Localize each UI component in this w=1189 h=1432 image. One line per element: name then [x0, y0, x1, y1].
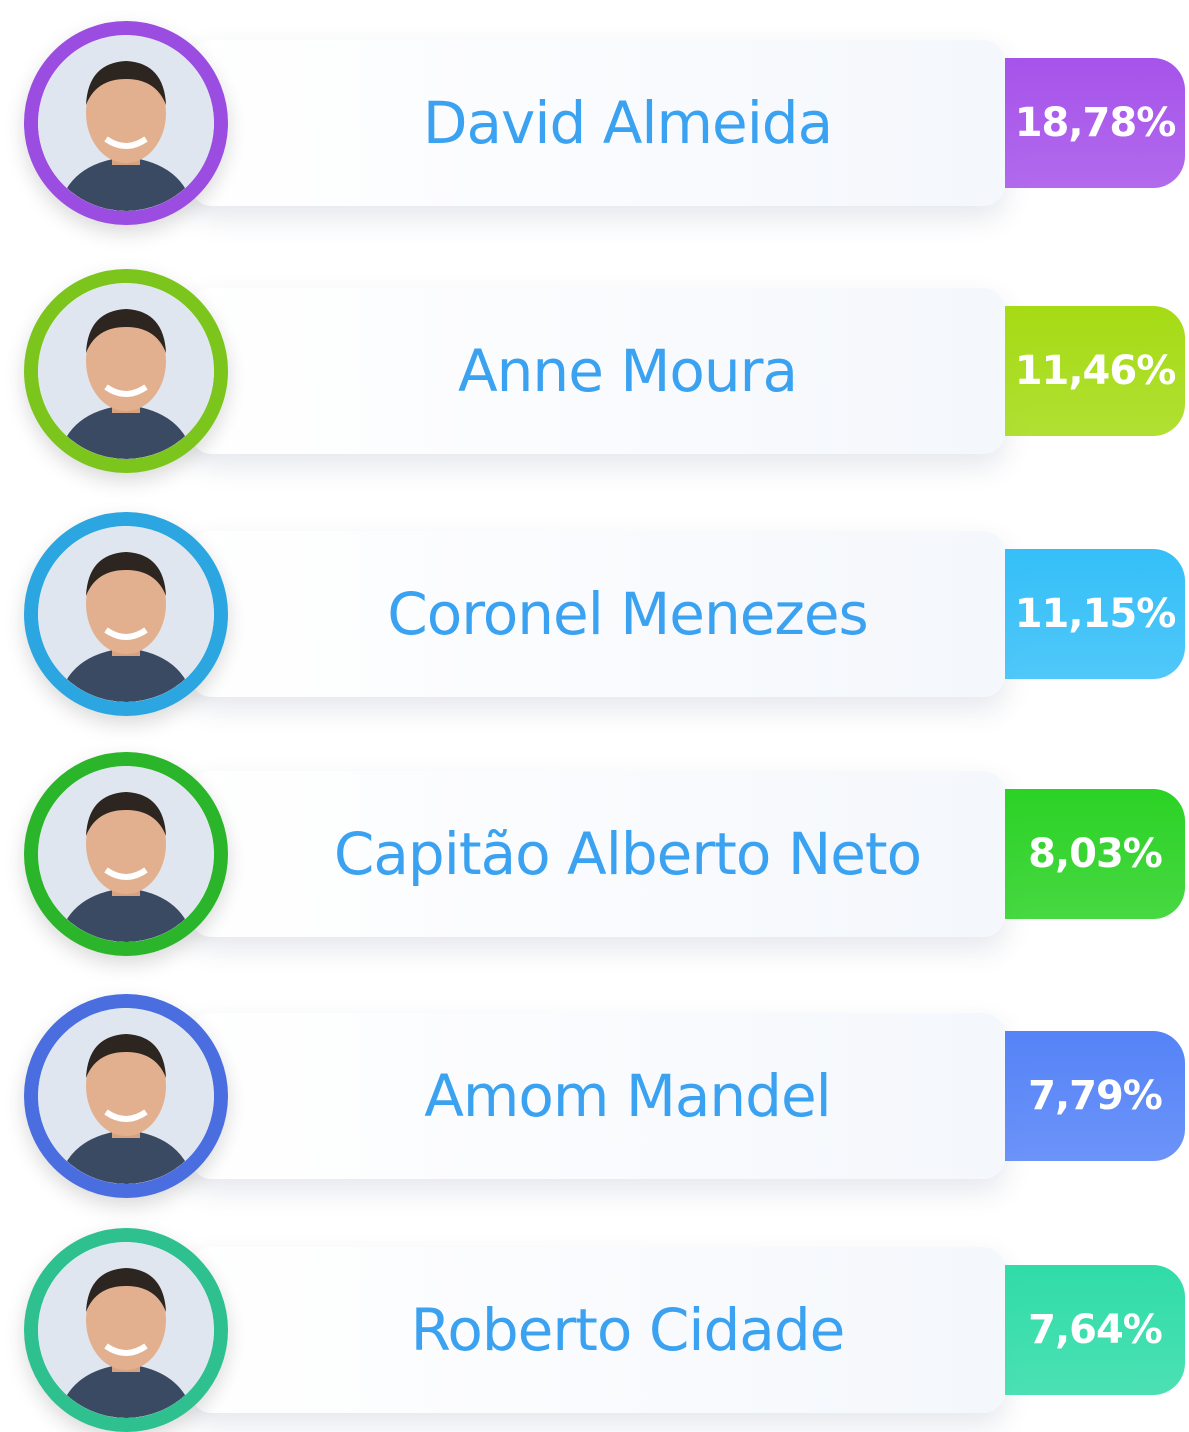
photo-placeholder — [38, 766, 214, 942]
candidate-photo — [24, 994, 228, 1198]
candidate-card: Amom Mandel — [190, 1013, 1005, 1179]
candidate-name: David Almeida — [363, 89, 832, 157]
percent-badge: 11,46% — [1005, 306, 1185, 436]
percent-badge: 18,78% — [1005, 58, 1185, 188]
candidate-photo — [24, 752, 228, 956]
percent-badge: 11,15% — [1005, 549, 1185, 679]
candidate-photo — [24, 269, 228, 473]
percent-badge: 7,64% — [1005, 1265, 1185, 1395]
candidate-card: Coronel Menezes — [190, 531, 1005, 697]
percent-badge: 8,03% — [1005, 789, 1185, 919]
candidate-name: Coronel Menezes — [327, 580, 868, 648]
photo-placeholder — [38, 35, 214, 211]
photo-placeholder — [38, 283, 214, 459]
candidate-name: Capitão Alberto Neto — [274, 820, 921, 888]
candidate-card: David Almeida — [190, 40, 1005, 206]
candidate-card: Anne Moura — [190, 288, 1005, 454]
candidate-name: Anne Moura — [398, 337, 797, 405]
candidate-photo — [24, 512, 228, 716]
photo-placeholder — [38, 1242, 214, 1418]
candidate-photo — [24, 21, 228, 225]
percent-badge: 7,79% — [1005, 1031, 1185, 1161]
photo-placeholder — [38, 1008, 214, 1184]
page: David Almeida 18,78% Anne Moura 11,46% Coron… — [0, 0, 1189, 1421]
candidate-card: Capitão Alberto Neto — [190, 771, 1005, 937]
candidate-card: Roberto Cidade — [190, 1247, 1005, 1413]
candidate-photo — [24, 1228, 228, 1432]
candidate-name: Amom Mandel — [364, 1062, 831, 1130]
candidate-name: Roberto Cidade — [351, 1296, 845, 1364]
photo-placeholder — [38, 526, 214, 702]
